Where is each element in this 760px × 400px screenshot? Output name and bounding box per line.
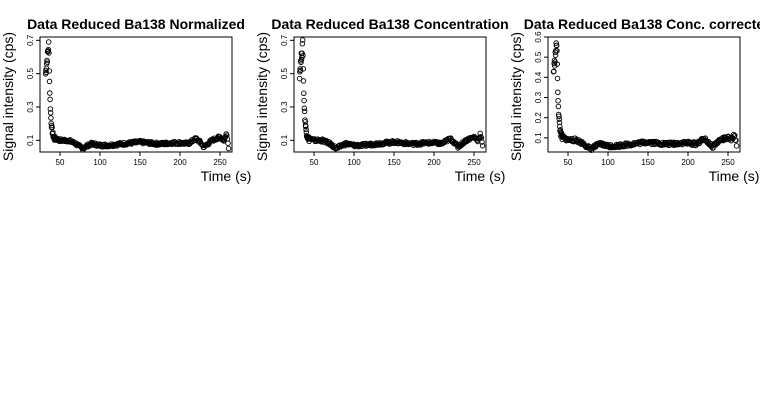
- data-point: [301, 105, 308, 112]
- data-point: [49, 122, 55, 129]
- data-point: [553, 40, 559, 46]
- data-point: [300, 66, 306, 72]
- data-point: [555, 89, 561, 96]
- data-point: [554, 61, 560, 67]
- chart-title: Data Reduced Ba138 Conc. correcte: [524, 16, 760, 32]
- x-tick-label: 250: [213, 158, 227, 167]
- x-tick-label: 50: [310, 158, 319, 167]
- y-tick-label: 0.2: [534, 112, 543, 124]
- data-point: [297, 67, 304, 74]
- x-tick-label: 150: [133, 158, 147, 167]
- data-point: [554, 75, 561, 82]
- data-point: [556, 116, 562, 122]
- x-tick-label: 250: [467, 158, 481, 167]
- data-point: [47, 106, 54, 112]
- x-tick-label: 200: [173, 158, 187, 167]
- data-point: [48, 115, 54, 121]
- x-tick-label: 200: [681, 158, 695, 167]
- y-tick-label: 0.5: [280, 68, 289, 80]
- x-axis-label: Time (s): [201, 168, 252, 184]
- y-tick-label: 0.5: [26, 68, 35, 80]
- data-series: [296, 37, 486, 152]
- data-point: [47, 96, 53, 103]
- data-point: [46, 78, 53, 85]
- x-tick-label: 50: [56, 158, 65, 167]
- x-tick-label: 250: [721, 158, 735, 167]
- data-point: [553, 42, 560, 49]
- x-tick-label: 150: [387, 158, 401, 167]
- x-tick-label: 100: [601, 158, 615, 167]
- y-axis-label: Signal intensity (cps): [0, 32, 16, 161]
- data-point: [479, 139, 485, 145]
- y-axis-label: Signal intensity (cps): [508, 32, 524, 161]
- data-point: [478, 135, 485, 141]
- data-point: [46, 50, 52, 56]
- y-tick-label: 0.3: [534, 91, 543, 103]
- data-point: [299, 37, 306, 43]
- chart-panel-3: Data Reduced Ba138 Conc. correcte Time (s…: [508, 16, 760, 184]
- data-point: [301, 90, 307, 97]
- plot-frame: [547, 36, 741, 153]
- data-point: [300, 52, 306, 59]
- data-point: [45, 39, 52, 45]
- data-point: [47, 90, 53, 96]
- data-point: [47, 109, 54, 116]
- data-point: [301, 97, 307, 104]
- y-tick-label: 0.1: [26, 134, 35, 146]
- y-tick-label: 0.3: [280, 101, 289, 113]
- y-tick-label: 0.6: [534, 31, 543, 43]
- data-point: [554, 48, 560, 54]
- data-series: [550, 40, 740, 153]
- y-axis-label: Signal intensity (cps): [254, 32, 270, 161]
- data-point: [555, 103, 562, 110]
- data-point: [556, 113, 562, 120]
- data-point: [225, 140, 231, 146]
- plot-frame: [39, 36, 233, 153]
- x-tick-label: 50: [564, 158, 573, 167]
- y-tick-label: 0.1: [534, 132, 543, 144]
- data-point: [224, 132, 230, 139]
- data-point: [551, 68, 557, 75]
- data-point: [299, 50, 305, 57]
- data-point: [225, 145, 232, 152]
- x-tick-label: 200: [427, 158, 441, 167]
- data-point: [300, 78, 307, 84]
- data-point: [46, 68, 52, 74]
- chart-title: Data Reduced Ba138 Normalized: [27, 16, 245, 32]
- y-tick-label: 0.4: [534, 71, 543, 83]
- data-point: [733, 143, 740, 149]
- data-series: [42, 39, 232, 153]
- data-point: [296, 75, 303, 82]
- plot-frame: [293, 36, 487, 153]
- y-tick-label: 0.1: [280, 134, 289, 146]
- data-point: [45, 46, 52, 53]
- y-tick-label: 0.5: [534, 51, 543, 63]
- chart-panel-2: Data Reduced Ba138 Concentration Time (s)…: [254, 16, 509, 184]
- data-point: [555, 97, 561, 104]
- x-axis-label: Time (s): [709, 168, 760, 184]
- x-tick-label: 100: [347, 158, 361, 167]
- data-point: [556, 119, 563, 126]
- data-point: [303, 123, 309, 130]
- chart-title: Data Reduced Ba138 Concentration: [271, 16, 508, 32]
- x-axis-label: Time (s): [455, 168, 506, 184]
- y-tick-label: 0.7: [280, 34, 289, 46]
- data-point: [44, 59, 51, 65]
- y-tick-label: 0.7: [26, 34, 35, 46]
- x-tick-label: 100: [93, 158, 107, 167]
- y-tick-label: 0.3: [26, 101, 35, 113]
- data-point: [303, 126, 309, 133]
- x-tick-label: 150: [641, 158, 655, 167]
- data-point: [43, 69, 49, 76]
- data-point: [733, 137, 739, 144]
- data-point: [479, 142, 486, 149]
- chart-panel-1: Data Reduced Ba138 Normalized Time (s) Sig…: [0, 16, 251, 184]
- data-point: [301, 108, 308, 115]
- data-point: [299, 40, 306, 47]
